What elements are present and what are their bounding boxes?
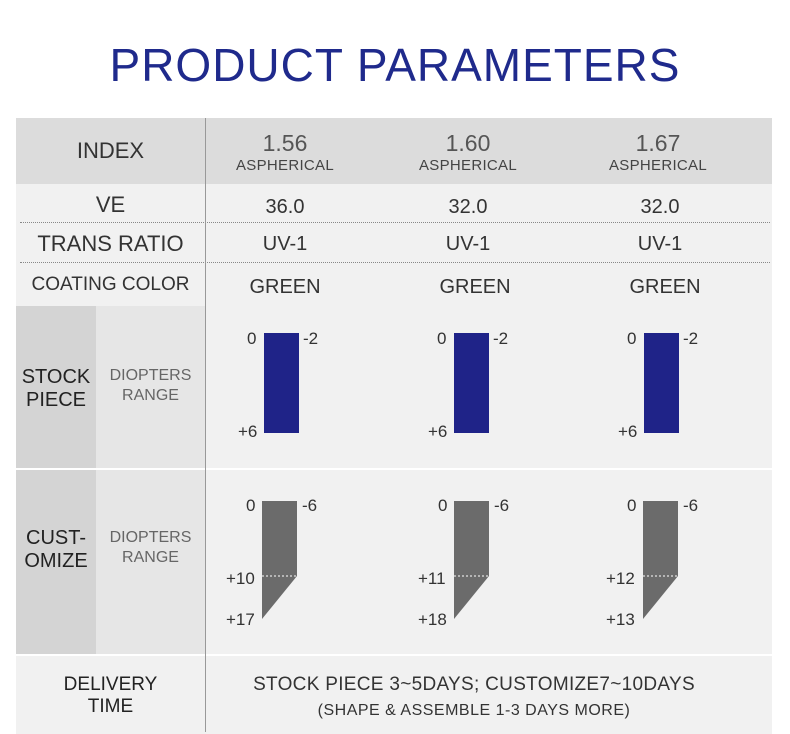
customize-range-shape (454, 501, 489, 619)
coating-color-label: COATING COLOR (31, 274, 190, 295)
stock-top-right: -2 (493, 329, 509, 348)
customize-label: CUST- OMIZE (16, 527, 96, 573)
customize-top-left: 0 (246, 496, 256, 515)
diopters-label-line: RANGE (122, 387, 179, 404)
coating-color-value: GREEN (249, 275, 321, 298)
customize-top-left: 0 (438, 496, 448, 515)
trans-ratio-value: UV-1 (637, 232, 683, 255)
diopters-label-line: DIOPTERS (109, 529, 192, 546)
stock-bottom: +6 (618, 422, 638, 441)
customize-label-block (16, 470, 96, 654)
delivery-band (16, 656, 772, 734)
coating-color-value: GREEN (629, 275, 701, 298)
index-band (16, 118, 772, 184)
ve-value: 32.0 (448, 195, 488, 218)
stock-sublabel-block (96, 306, 205, 468)
index-sub: ASPHERICAL (608, 157, 708, 174)
column-divider (205, 118, 206, 732)
index-value: 1.60 (445, 130, 491, 156)
customize-diopters-label: DIOPTERS RANGE (96, 528, 205, 568)
customize-label-line: CUST- (26, 527, 86, 549)
delivery-main-text: STOCK PIECE 3~5DAYS; CUSTOMIZE7~10DAYS (253, 674, 695, 695)
stock-diopters-label: DIOPTERS RANGE (96, 366, 205, 406)
params-band (16, 184, 772, 306)
stock-piece-label-line: STOCK (21, 366, 91, 388)
stock-label-block (16, 306, 96, 468)
customize-top-right: -6 (683, 496, 699, 515)
index-sub: ASPHERICAL (235, 157, 335, 174)
customize-sublabel-block (96, 470, 205, 654)
customize-bottom: +18 (418, 610, 447, 629)
stock-top-left: 0 (247, 329, 257, 348)
trans-ratio-value: UV-1 (262, 232, 308, 255)
customize-range-shape (643, 501, 678, 619)
ve-value: 36.0 (265, 195, 305, 218)
coating-color-value: GREEN (439, 275, 511, 298)
delivery-label-line: DELIVERY (63, 674, 158, 695)
index-sub: ASPHERICAL (418, 157, 518, 174)
stock-range-bar (264, 333, 299, 433)
delivery-note-text: (SHAPE & ASSEMBLE 1-3 DAYS MORE) (317, 702, 631, 719)
index-value: 1.67 (635, 130, 681, 156)
customize-mid: +11 (418, 569, 446, 588)
stock-bottom: +6 (238, 422, 258, 441)
stock-piece-label-line: PIECE (25, 389, 87, 411)
trans-ratio-label: TRANS RATIO (37, 231, 184, 256)
customize-bottom: +17 (226, 610, 255, 629)
customize-label-line: OMIZE (24, 550, 88, 572)
row-divider (20, 222, 770, 223)
stock-range-bar (454, 333, 489, 433)
customize-top-right: -6 (302, 496, 318, 515)
delivery-info: STOCK PIECE 3~5DAYS; CUSTOMIZE7~10DAYS (… (206, 674, 742, 720)
index-col-1: 1.56 ASPHERICAL (215, 130, 355, 174)
customize-mid: +12 (606, 569, 635, 588)
delivery-label-line: TIME (87, 696, 134, 717)
ve-label: VE (95, 192, 126, 217)
customize-range-shape (262, 501, 297, 619)
stock-piece-label: STOCK PIECE (16, 366, 96, 412)
diopters-label-line: DIOPTERS (109, 367, 192, 384)
stock-bottom: +6 (428, 422, 448, 441)
stock-top-left: 0 (437, 329, 447, 348)
ve-value: 32.0 (640, 195, 680, 218)
index-col-2: 1.60 ASPHERICAL (398, 130, 538, 174)
stock-top-right: -2 (303, 329, 319, 348)
index-col-3: 1.67 ASPHERICAL (588, 130, 728, 174)
page-title: PRODUCT PARAMETERS (109, 39, 681, 91)
customize-top-left: 0 (627, 496, 637, 515)
customize-top-right: -6 (494, 496, 510, 515)
row-divider (20, 262, 770, 263)
index-value: 1.56 (262, 130, 308, 156)
diopters-label-line: RANGE (122, 549, 179, 566)
stock-range-bar (644, 333, 679, 433)
stock-top-left: 0 (627, 329, 637, 348)
delivery-time-label: DELIVERY TIME (16, 674, 205, 718)
customize-bottom: +13 (606, 610, 635, 629)
index-label: INDEX (76, 138, 145, 163)
stock-top-right: -2 (683, 329, 699, 348)
trans-ratio-value: UV-1 (445, 232, 491, 255)
customize-mid: +10 (226, 569, 255, 588)
